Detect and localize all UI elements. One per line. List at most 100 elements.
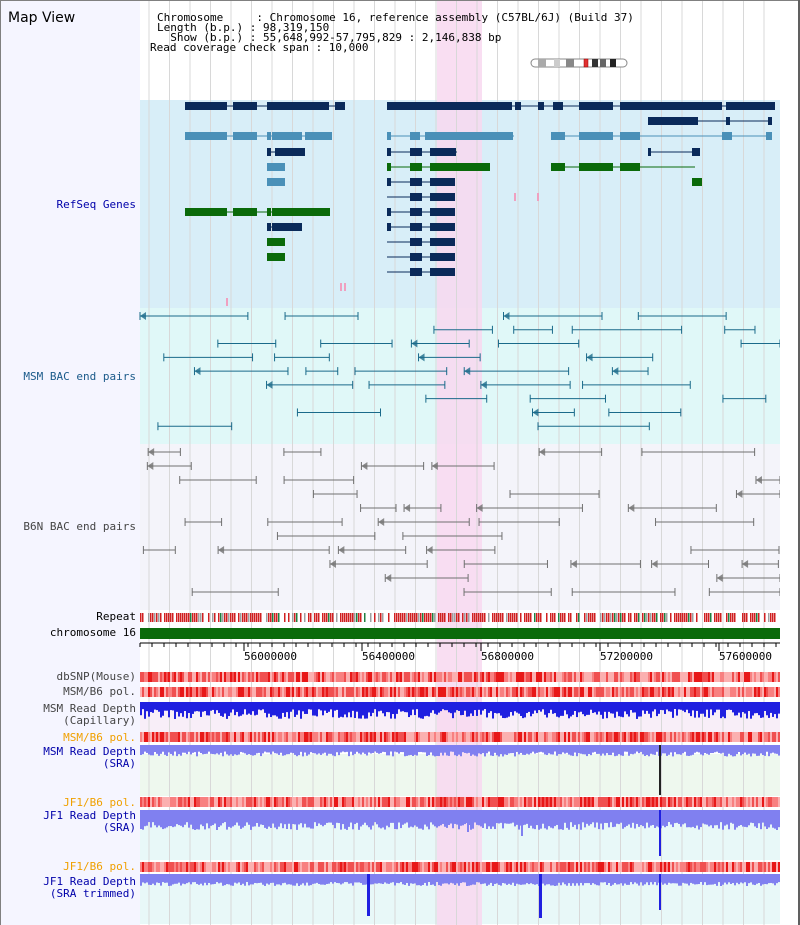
jf1-b6-pol-2-heat	[512, 862, 514, 872]
msm-b6-pol-heat	[170, 687, 172, 697]
jf1-b6-pol-heat	[488, 797, 490, 807]
msm-b6-pol-heat	[552, 687, 554, 697]
jf1-sra-depth-bar	[400, 810, 402, 829]
msm-sra-depth-bar	[430, 745, 432, 753]
msm-capillary-depth-bar	[642, 702, 644, 711]
msm-b6-pol-heat	[674, 687, 676, 697]
msm-b6-pol-2-heat	[230, 732, 232, 742]
chromosome-ideogram[interactable]	[530, 53, 628, 68]
jf1-trim-depth-bar	[164, 874, 166, 883]
jf1-trim-depth-bar	[544, 874, 546, 886]
dbsnp-heat	[554, 672, 556, 682]
jf1-b6-pol-heat	[434, 797, 436, 807]
msm-sra-depth-bar	[278, 745, 280, 755]
msm-sra-depth-bar	[592, 745, 594, 753]
repeat-mark	[730, 613, 732, 622]
jf1-b6-pol-heat	[214, 797, 216, 807]
jf1-trim-depth-bar	[634, 874, 636, 883]
jf1-sra-depth-bar	[714, 810, 716, 826]
dbsnp-heat	[288, 672, 290, 682]
repeat-mark	[314, 613, 316, 622]
b6n-bac-arrow	[218, 546, 225, 554]
msm-b6-pol-heat	[556, 687, 558, 697]
jf1-trim-depth-bar	[288, 874, 290, 885]
msm-sra-depth-bar	[302, 745, 304, 757]
jf1-b6-pol-heat	[424, 797, 426, 807]
msm-capillary-depth-bar	[202, 702, 204, 712]
msm-b6-pol-heat	[768, 687, 770, 697]
msm-sra-depth-bar	[154, 745, 156, 753]
jf1-b6-pol-heat	[286, 797, 288, 807]
jf1-b6-pol-heat	[740, 797, 742, 807]
msm-capillary-depth-bar	[234, 702, 236, 716]
msm-b6-pol-heat	[638, 687, 640, 697]
msm-sra-depth-bar	[324, 745, 326, 753]
msm-b6-pol-heat	[376, 687, 378, 697]
dbsnp-heat	[402, 672, 404, 682]
msm-sra-depth-bar	[248, 745, 250, 755]
msm-b6-pol-heat	[470, 687, 472, 697]
jf1-trim-depth-bar	[702, 874, 704, 885]
msm-b6-pol-heat	[404, 687, 406, 697]
msm-sra-depth-bar	[148, 745, 150, 755]
track-label-jf1-b6-pol-2: JF1/B6 pol.	[63, 860, 136, 873]
msm-sra-depth-bar	[758, 745, 760, 756]
jf1-sra-depth-bar	[252, 810, 254, 827]
msm-capillary-depth-bar	[364, 702, 366, 719]
jf1-b6-pol-2-heat	[316, 862, 318, 872]
jf1-sra-depth-bar	[412, 810, 414, 828]
jf1-b6-pol-heat	[550, 797, 552, 807]
jf1-b6-pol-heat	[580, 797, 582, 807]
repeat-mark	[710, 613, 712, 622]
msm-b6-pol-2-heat	[618, 732, 620, 742]
dbsnp-heat	[680, 672, 682, 682]
repeat-mark	[188, 613, 190, 622]
msm-b6-pol-2-heat	[428, 732, 430, 742]
msm-b6-pol-heat	[490, 687, 492, 697]
dbsnp-heat	[306, 672, 308, 682]
msm-sra-depth-bar	[386, 745, 388, 756]
dbsnp-heat	[398, 672, 400, 682]
jf1-b6-pol-2-heat	[422, 862, 424, 872]
dbsnp-heat	[292, 672, 294, 682]
jf1-b6-pol-2-heat	[662, 862, 664, 872]
repeat-mark	[514, 613, 516, 622]
msm-sra-depth-bar	[468, 745, 470, 753]
jf1-b6-pol-2-heat	[360, 862, 362, 872]
jf1-trim-depth-bar	[256, 874, 258, 884]
gene-exon	[410, 193, 422, 201]
msm-capillary-depth-bar	[538, 702, 540, 711]
jf1-trim-depth-bar	[534, 874, 536, 885]
jf1-sra-depth-bar	[398, 810, 400, 823]
jf1-sra-depth-bar	[276, 810, 278, 830]
jf1-b6-pol-2-heat	[182, 862, 184, 872]
jf1-sra-depth-bar	[350, 810, 352, 823]
dbsnp-heat	[382, 672, 384, 682]
jf1-b6-pol-2-heat	[320, 862, 322, 872]
msm-capillary-depth-bar	[246, 702, 248, 715]
msm-b6-pol-2-heat	[190, 732, 192, 742]
jf1-b6-pol-2-heat	[454, 862, 456, 872]
gene-exon	[692, 178, 702, 186]
jf1-trim-depth-bar	[290, 874, 292, 885]
jf1-b6-pol-heat	[620, 797, 622, 807]
jf1-b6-pol-heat	[756, 797, 758, 807]
b6n-bac-arrow	[742, 560, 749, 568]
repeat-mark	[328, 613, 330, 622]
msm-b6-pol-heat	[474, 687, 476, 697]
jf1-b6-pol-2-heat	[768, 862, 770, 872]
msm-b6-pol-2-heat	[530, 732, 532, 742]
jf1-sra-depth-bar	[302, 810, 304, 828]
jf1-sra-depth-bar	[478, 810, 480, 826]
jf1-b6-pol-heat	[516, 797, 518, 807]
msm-b6-pol-heat	[332, 687, 334, 697]
msm-b6-pol-2-heat	[364, 732, 366, 742]
msm-b6-pol-heat	[190, 687, 192, 697]
msm-capillary-depth-bar	[168, 702, 170, 718]
jf1-b6-pol-2-heat	[506, 862, 508, 872]
msm-b6-pol-2-heat	[522, 732, 524, 742]
msm-b6-pol-2-heat	[478, 732, 480, 742]
msm-b6-pol-2-heat	[704, 732, 706, 742]
jf1-sra-depth-bar	[170, 810, 172, 827]
